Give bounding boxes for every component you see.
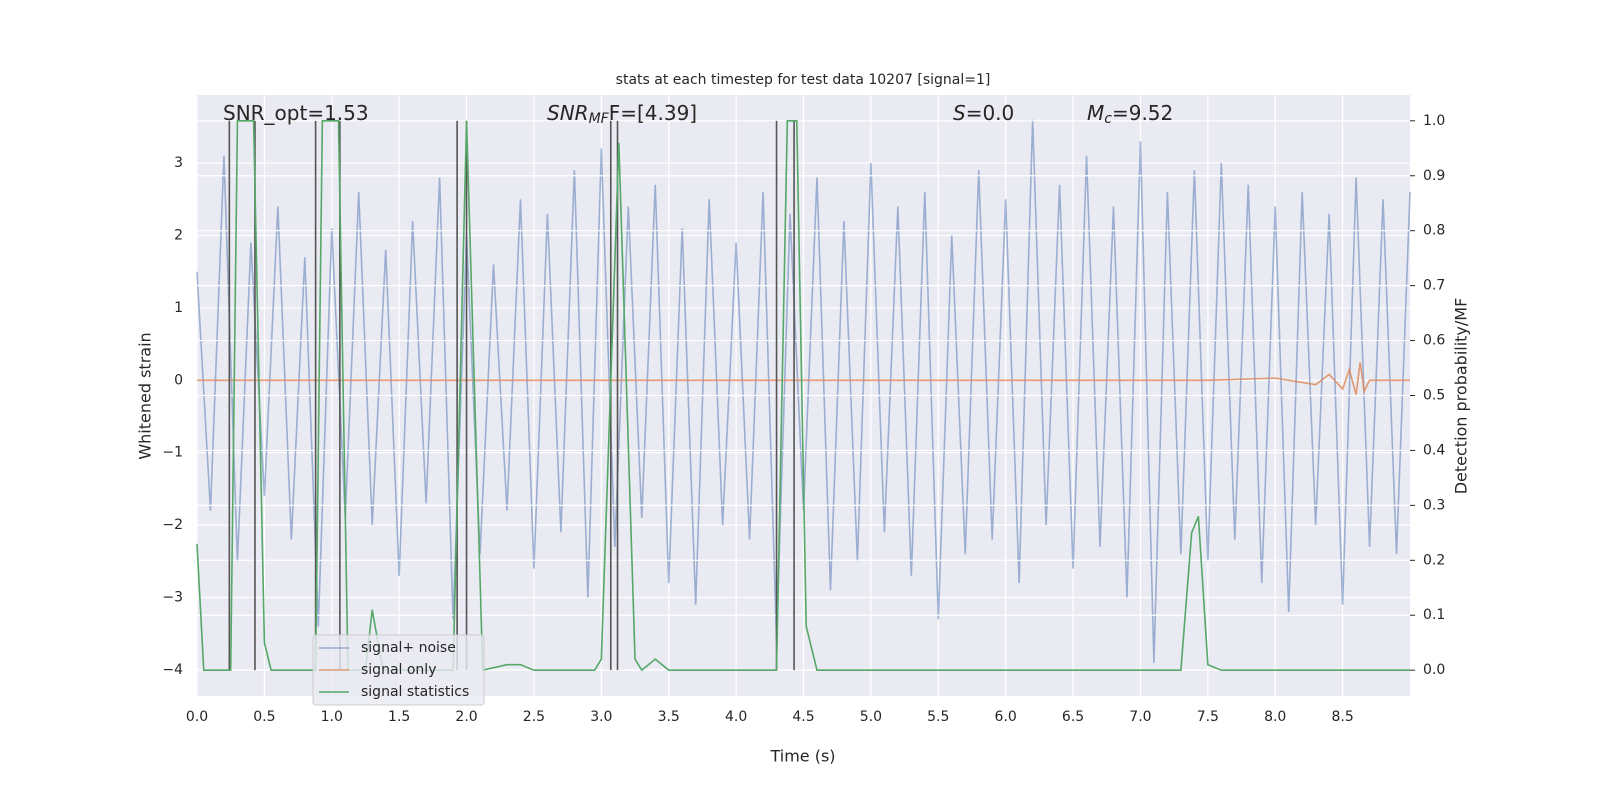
legend: signal+ noise signal only signal statistic… [312,634,485,706]
x-tick-label: 7.0 [1129,709,1151,725]
x-tick-label: 6.0 [995,709,1017,725]
y2-tick-label: 0.7 [1423,278,1445,294]
y2-tick-label: 0.8 [1423,223,1445,239]
annotation-value: F=[4.39] [609,101,697,125]
y2-tick-label: 0.0 [1423,662,1445,678]
annotation-subscript: c [1104,111,1112,127]
y2-axis-label: Detection probability/MF [1452,298,1471,495]
annotation-value: =9.52 [1112,101,1173,125]
x-tick-label: 5.0 [860,709,882,725]
y-tick-label: −2 [162,517,183,533]
x-tick-label: 4.5 [792,709,814,725]
chart-title: stats at each timestep for test data 102… [616,72,991,88]
y2-tick-label: 0.2 [1423,552,1445,568]
annotation-symbol: SNR [547,101,589,125]
x-tick-label: 5.5 [927,709,949,725]
x-tick-label: 8.5 [1331,709,1353,725]
y2-tick-label: 0.3 [1423,497,1445,513]
legend-box [312,634,485,706]
x-tick-label: 4.0 [725,709,747,725]
x-tick-label: 3.0 [590,709,612,725]
x-tick-label: 0.0 [186,709,208,725]
annotation-symbol: S [953,101,966,125]
legend-label: signal+ noise [361,640,456,656]
annotation: SNR_opt=1.53 [223,101,369,125]
y2-tick-label: 0.4 [1423,442,1445,458]
y-tick-label: −1 [162,445,183,461]
x-tick-label: 0.5 [253,709,275,725]
annotation: S=0.0 [953,101,1014,125]
y-tick-label: 2 [174,227,183,243]
y2-tick-label: 0.1 [1423,607,1445,623]
x-tick-label: 2.0 [455,709,477,725]
y-tick-label: 1 [174,300,183,316]
annotation-symbol: M [1087,101,1104,125]
legend-label: signal only [361,662,436,678]
x-tick-label: 1.0 [321,709,343,725]
y2-tick-label: 0.6 [1423,333,1445,349]
x-tick-label: 1.5 [388,709,410,725]
annotation-text: SNR_opt=1.53 [223,101,369,125]
series-line [197,362,1410,395]
y2-tick-label: 0.5 [1423,388,1445,404]
y-axis-label: Whitened strain [136,332,155,459]
y-tick-label: −3 [162,590,183,606]
legend-label: signal statistics [361,684,469,700]
x-axis-label: Time (s) [769,747,835,766]
x-tick-label: 2.5 [523,709,545,725]
x-tick-label: 3.5 [658,709,680,725]
x-tick-label: 7.5 [1197,709,1219,725]
annotation: Mc=9.52 [1087,101,1173,128]
series-line [196,120,1410,672]
y-tick-label: −4 [162,662,183,678]
y2-tick-label: 1.0 [1423,113,1445,129]
y-tick-label: 3 [174,155,183,171]
annotation: SNRMFF=[4.39] [547,101,697,128]
y-tick-label: 0 [174,372,183,388]
annotation-value: =0.0 [966,101,1015,125]
x-tick-label: 6.5 [1062,709,1084,725]
x-tick-label: 8.0 [1264,709,1286,725]
annotation-subscript: MF [589,111,610,127]
y2-tick-label: 0.9 [1423,168,1445,184]
